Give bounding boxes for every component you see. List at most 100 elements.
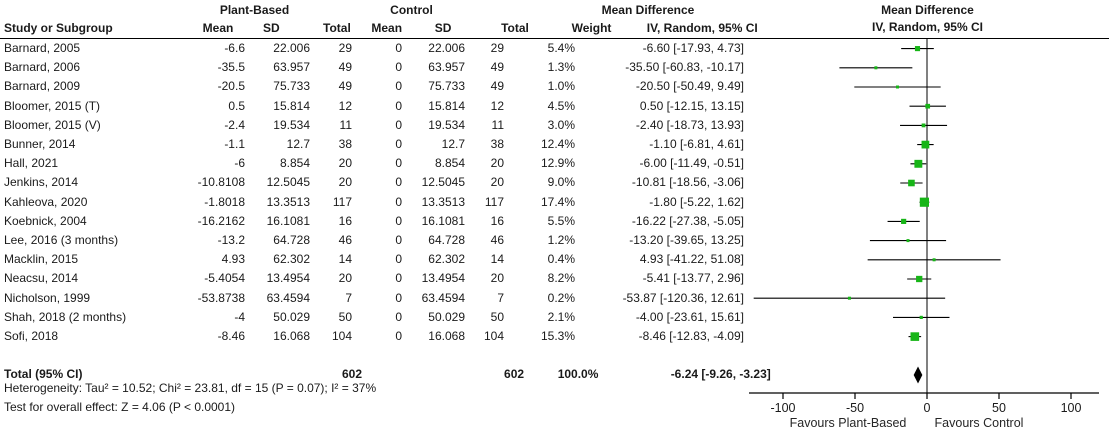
control-sd: 75.733 <box>428 79 465 94</box>
study-name: Hall, 2021 <box>4 156 59 171</box>
ci-text: -53.87 [-120.36, 12.61] <box>622 290 744 305</box>
ci-text: -20.50 [-50.49, 9.49] <box>635 79 744 94</box>
plant-sd: 22.006 <box>273 41 310 55</box>
control-sd: 19.534 <box>428 117 465 132</box>
study-row: Barnard, 2005 -6.6 22.006 29 0 22.006 29 5.4% -6… <box>0 39 747 58</box>
control-total: 117 <box>484 194 504 209</box>
total-row: Total (95% CI) 602 602 100.0% -6.24 [-9.… <box>0 365 774 384</box>
study-row: Neacsu, 2014 -5.4054 13.4954 20 0 13.4954 20 8.… <box>0 269 747 288</box>
control-mean: 0 <box>395 60 402 75</box>
control-total: 38 <box>490 137 504 151</box>
effect-square <box>919 315 923 319</box>
group-header-mean-difference-left: Mean Difference <box>601 3 695 17</box>
plant-total: 49 <box>338 79 352 94</box>
control-sd: 15.814 <box>428 98 465 113</box>
study-row: Hall, 2021 -6 8.854 20 0 8.854 20 12.9% -6.00 [-… <box>0 154 747 173</box>
ci-text: -1.10 [-6.81, 4.61] <box>649 137 744 151</box>
effect-square <box>901 218 907 224</box>
ci-text: -2.40 [-18.73, 13.93] <box>635 117 744 132</box>
col-header-plant-sd: SD <box>263 21 280 35</box>
study-row: Bloomer, 2015 (V) -2.4 19.534 11 0 19.534 11 3.… <box>0 116 747 135</box>
control-total: 50 <box>490 309 504 324</box>
effect-square <box>914 159 923 168</box>
ci-text: -13.20 [-39.65, 13.25] <box>629 233 744 247</box>
col-header-control-total: Total <box>501 21 529 35</box>
total-plant-n: 602 <box>342 367 363 382</box>
plant-sd: 8.854 <box>279 156 310 171</box>
group-header-control: Control <box>390 3 433 17</box>
control-mean: 0 <box>395 213 402 228</box>
control-sd: 63.4594 <box>421 290 465 305</box>
control-total: 16 <box>490 213 504 228</box>
study-row: Bloomer, 2015 (T) 0.5 15.814 12 0 15.814 12 4.5… <box>0 97 747 116</box>
control-sd: 13.3513 <box>421 194 465 209</box>
control-sd: 62.302 <box>428 252 465 267</box>
control-sd: 16.068 <box>428 329 465 343</box>
plant-sd: 12.7 <box>286 137 310 151</box>
axis-tick-label: 0 <box>924 401 931 415</box>
plant-mean: -6.6 <box>224 41 245 55</box>
study-row: Barnard, 2006 -35.5 63.957 49 0 63.957 49 1.3% -… <box>0 58 747 77</box>
effect-square <box>906 239 910 243</box>
ci-text: -5.41 [-13.77, 2.96] <box>642 271 744 286</box>
study-row: Kahleova, 2020 -1.8018 13.3513 117 0 13.3513 1… <box>0 193 747 212</box>
study-row: Macklin, 2015 4.93 62.302 14 0 62.302 14 0.4% 4.… <box>0 250 747 269</box>
study-name: Koebnick, 2004 <box>4 213 87 228</box>
ci-text: -16.22 [-27.38, -5.05] <box>631 213 744 228</box>
plant-total: 38 <box>338 137 352 151</box>
plant-sd: 13.3513 <box>266 194 310 209</box>
control-total: 49 <box>490 79 504 94</box>
control-sd: 8.854 <box>434 156 465 171</box>
plant-mean: -10.8108 <box>197 175 245 190</box>
plant-mean: -4 <box>234 309 245 324</box>
plant-mean: -5.4054 <box>204 271 245 286</box>
effect-square <box>932 258 936 262</box>
plant-sd: 63.957 <box>273 60 310 75</box>
header-divider-line <box>0 38 1109 39</box>
study-name: Kahleova, 2020 <box>4 194 88 209</box>
plant-mean: -13.2 <box>217 233 245 247</box>
study-name: Neacsu, 2014 <box>4 271 79 286</box>
study-name: Barnard, 2006 <box>4 60 81 75</box>
study-row: Lee, 2016 (3 months) -13.2 64.728 46 0 64.728… <box>0 231 747 250</box>
plant-mean: -20.5 <box>217 79 245 94</box>
study-row: Barnard, 2009 -20.5 75.733 49 0 75.733 49 1.0% -… <box>0 77 747 96</box>
control-mean: 0 <box>395 79 402 94</box>
control-total: 12 <box>490 98 504 113</box>
weight: 5.5% <box>547 213 575 228</box>
group-header-mean-difference-right: Mean Difference <box>881 3 974 17</box>
effect-square <box>908 179 915 187</box>
weight: 8.2% <box>547 271 575 286</box>
control-sd: 22.006 <box>428 41 465 55</box>
axis-tick-label: 50 <box>992 401 1006 415</box>
control-total: 29 <box>490 41 504 55</box>
study-name: Macklin, 2015 <box>4 252 79 267</box>
plant-total: 20 <box>338 175 352 190</box>
effect-square <box>895 85 899 89</box>
ci-text: -10.81 [-18.56, -3.06] <box>631 175 744 190</box>
effect-square <box>874 66 878 70</box>
control-mean: 0 <box>395 41 402 55</box>
study-row: Sofi, 2018 -8.46 16.068 104 0 16.068 104 15.3% -… <box>0 327 747 346</box>
total-ci: -6.24 [-9.26, -3.23] <box>670 367 771 382</box>
study-name: Jenkins, 2014 <box>4 175 79 190</box>
heterogeneity-note: Heterogeneity: Tau² = 10.52; Chi² = 23.8… <box>4 381 377 395</box>
plant-total: 50 <box>338 309 352 324</box>
weight: 1.2% <box>547 233 575 247</box>
study-name: Nicholson, 1999 <box>4 290 91 305</box>
weight: 3.0% <box>547 117 575 132</box>
plant-mean: -1.1 <box>224 137 245 151</box>
weight: 12.4% <box>540 137 575 151</box>
forest-plot: -100 -50 0 50 100 Favours Plant-Based Favours … <box>749 39 1099 430</box>
control-sd: 16.1081 <box>421 213 465 228</box>
ci-text: -1.80 [-5.22, 1.62] <box>649 194 744 209</box>
plant-sd: 75.733 <box>273 79 310 94</box>
effect-square <box>925 103 931 109</box>
plant-total: 16 <box>338 213 352 228</box>
study-name: Bunner, 2014 <box>4 137 76 151</box>
total-weight: 100.0% <box>557 367 599 382</box>
control-total: 20 <box>490 271 504 286</box>
control-total: 11 <box>491 117 504 132</box>
weight: 5.4% <box>547 41 575 55</box>
